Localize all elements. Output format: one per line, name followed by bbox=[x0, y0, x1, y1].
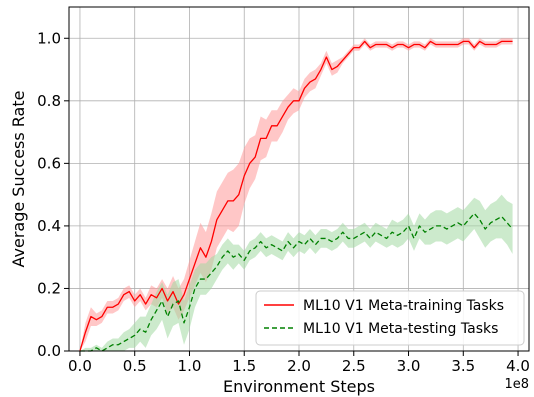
y-tick-label: 0.2 bbox=[37, 279, 61, 297]
x-tick-label: 1.5 bbox=[232, 357, 256, 375]
y-tick-label: 0.6 bbox=[37, 154, 61, 172]
legend: ML10 V1 Meta-training Tasks ML10 V1 Meta… bbox=[255, 290, 525, 346]
y-axis-ticks: 0.0 0.2 0.4 0.6 0.8 1.0 bbox=[37, 29, 69, 360]
series-lines bbox=[79, 40, 514, 352]
y-tick-label: 0.4 bbox=[37, 217, 61, 235]
x-tick-label: 3.0 bbox=[397, 357, 421, 375]
x-tick-label: 0.0 bbox=[68, 357, 92, 375]
x-offset-label: 1e8 bbox=[504, 377, 529, 392]
legend-box bbox=[255, 290, 525, 346]
y-tick-label: 0.8 bbox=[37, 92, 61, 110]
x-tick-label: 1.0 bbox=[178, 357, 202, 375]
confidence-band-training bbox=[79, 38, 513, 351]
y-tick-label: 0.0 bbox=[37, 342, 61, 360]
series-line-training bbox=[79, 40, 513, 352]
x-tick-label: 3.5 bbox=[451, 357, 475, 375]
confidence-band-testing bbox=[79, 194, 513, 351]
series-line-testing bbox=[79, 212, 514, 352]
x-axis-ticks: 0.0 0.5 1.0 1.5 2.0 2.5 3.0 3.5 4.0 bbox=[68, 351, 530, 375]
legend-label-testing: ML10 V1 Meta-testing Tasks bbox=[303, 321, 498, 337]
x-axis-label: Environment Steps bbox=[223, 377, 375, 396]
x-tick-label: 4.0 bbox=[506, 357, 530, 375]
legend-label-training: ML10 V1 Meta-training Tasks bbox=[303, 298, 504, 314]
confidence-bands bbox=[79, 38, 513, 351]
x-tick-label: 2.5 bbox=[342, 357, 366, 375]
x-tick-label: 0.5 bbox=[123, 357, 147, 375]
x-tick-label: 2.0 bbox=[287, 357, 311, 375]
y-axis-label: Average Success Rate bbox=[9, 91, 28, 268]
y-tick-label: 1.0 bbox=[37, 29, 61, 47]
